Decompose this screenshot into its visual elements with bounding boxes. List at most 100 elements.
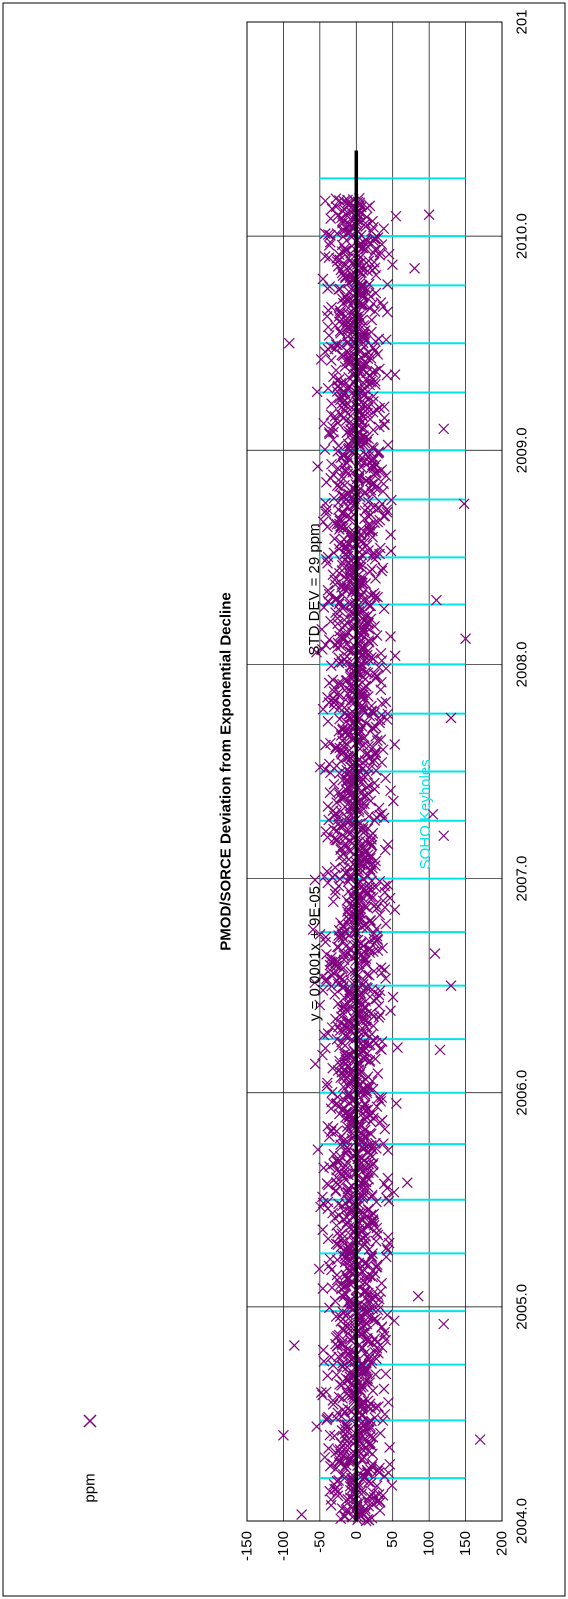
data-point bbox=[335, 1437, 347, 1449]
data-point bbox=[334, 742, 346, 754]
data-point bbox=[370, 1137, 381, 1149]
data-point bbox=[379, 1123, 391, 1135]
data-point bbox=[380, 1251, 392, 1263]
data-point bbox=[361, 1366, 372, 1378]
data-point bbox=[344, 990, 356, 1002]
data-point bbox=[371, 1336, 383, 1348]
data-point bbox=[330, 1184, 342, 1196]
value-tick-label: 100 bbox=[421, 1531, 438, 1556]
data-point bbox=[375, 1095, 387, 1107]
data-point bbox=[387, 991, 399, 1003]
data-point bbox=[345, 1345, 356, 1356]
data-point bbox=[321, 1178, 333, 1189]
data-point bbox=[389, 739, 401, 750]
value-tick-label: 200 bbox=[494, 1531, 511, 1556]
data-point bbox=[345, 1242, 356, 1254]
data-point bbox=[326, 1086, 338, 1098]
data-point bbox=[316, 643, 328, 655]
data-point bbox=[366, 1250, 377, 1262]
data-point bbox=[362, 667, 374, 679]
data-point bbox=[309, 874, 321, 886]
data-point bbox=[370, 747, 382, 759]
data-point bbox=[379, 902, 391, 913]
data-point bbox=[311, 1421, 323, 1433]
data-point bbox=[377, 895, 389, 907]
data-point bbox=[320, 931, 332, 943]
data-point bbox=[338, 1048, 350, 1060]
data-point bbox=[337, 1306, 349, 1318]
data-point bbox=[382, 1244, 394, 1256]
data-point bbox=[369, 590, 381, 602]
legend-label: ppm bbox=[82, 1473, 99, 1502]
data-point bbox=[359, 955, 371, 967]
data-point bbox=[371, 735, 383, 746]
data-point bbox=[371, 1480, 383, 1492]
data-point bbox=[373, 1092, 385, 1104]
data-point bbox=[376, 697, 388, 709]
data-point bbox=[382, 1172, 394, 1184]
data-point bbox=[366, 705, 378, 717]
data-point bbox=[311, 646, 322, 658]
data-point bbox=[382, 879, 394, 891]
data-point bbox=[341, 1308, 353, 1320]
data-point bbox=[359, 1348, 371, 1360]
year-tick-label: 2009.0 bbox=[514, 427, 531, 473]
data-point bbox=[319, 1042, 331, 1054]
data-point bbox=[376, 808, 388, 819]
data-point bbox=[368, 653, 379, 665]
data-point bbox=[372, 1465, 384, 1477]
data-point bbox=[327, 1458, 338, 1470]
data-point bbox=[328, 1148, 340, 1160]
data-point bbox=[378, 1178, 390, 1190]
data-point bbox=[379, 964, 391, 976]
data-point bbox=[370, 882, 382, 893]
data-point bbox=[366, 1288, 378, 1300]
data-point bbox=[358, 1027, 369, 1038]
data-point bbox=[322, 595, 334, 607]
data-point bbox=[375, 962, 387, 974]
data-point bbox=[329, 638, 341, 650]
data-point bbox=[368, 587, 380, 599]
data-point bbox=[323, 1260, 335, 1272]
data-point bbox=[388, 1315, 400, 1327]
data-point bbox=[337, 1236, 349, 1248]
data-point bbox=[362, 1259, 374, 1270]
data-point bbox=[367, 1143, 378, 1155]
data-point bbox=[332, 1490, 344, 1502]
data-point bbox=[371, 1316, 383, 1328]
data-point bbox=[312, 1144, 324, 1156]
data-point bbox=[342, 1015, 354, 1027]
data-point bbox=[343, 1182, 355, 1194]
data-point bbox=[365, 914, 376, 926]
data-point bbox=[329, 862, 341, 873]
value-tick-label: -100 bbox=[275, 1531, 292, 1561]
value-tick-label: 50 bbox=[384, 1531, 401, 1548]
data-point bbox=[376, 1036, 388, 1047]
data-point bbox=[322, 1120, 334, 1132]
data-point bbox=[322, 1028, 334, 1040]
data-point bbox=[345, 1204, 356, 1215]
data-point bbox=[371, 670, 383, 682]
data-point bbox=[373, 802, 385, 814]
data-point bbox=[377, 744, 389, 756]
data-point bbox=[366, 983, 378, 995]
data-point bbox=[380, 1192, 392, 1204]
data-point bbox=[380, 973, 392, 985]
annotation-text: STD DEV = 29 ppm bbox=[306, 523, 323, 655]
data-point bbox=[356, 1044, 368, 1056]
data-point bbox=[392, 1042, 403, 1054]
data-point bbox=[367, 1020, 379, 1032]
data-point bbox=[374, 1427, 386, 1439]
data-point bbox=[337, 723, 349, 734]
data-point bbox=[341, 816, 353, 828]
data-point bbox=[371, 1259, 383, 1271]
data-point bbox=[363, 1082, 375, 1093]
data-point bbox=[381, 1309, 393, 1321]
data-point bbox=[314, 761, 326, 773]
data-point bbox=[314, 928, 326, 940]
data-point bbox=[336, 1503, 348, 1514]
annotation-text: SOHO Keyholes bbox=[417, 759, 434, 869]
data-point bbox=[357, 687, 369, 699]
data-point bbox=[323, 588, 335, 600]
